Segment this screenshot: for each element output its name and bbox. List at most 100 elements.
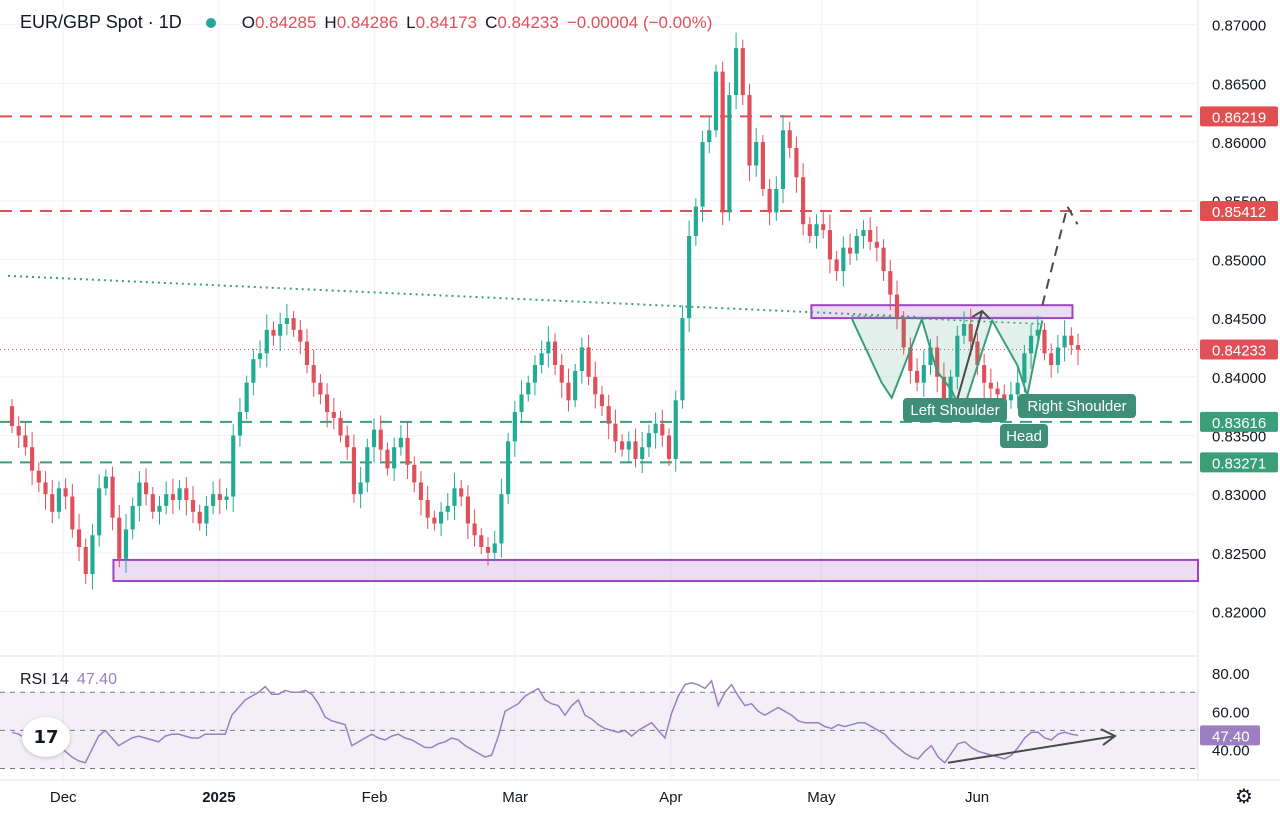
candle-body xyxy=(586,347,591,377)
candle-body xyxy=(928,347,933,366)
rsi-name[interactable]: RSI 14 xyxy=(20,671,69,688)
candle xyxy=(1015,367,1020,409)
candle-body xyxy=(519,394,524,413)
candle-body xyxy=(687,235,692,319)
time-tick-label: May xyxy=(807,789,836,806)
candle-body xyxy=(620,441,625,450)
candle xyxy=(170,478,175,515)
candle xyxy=(70,483,75,538)
candle xyxy=(150,487,155,519)
candle xyxy=(774,176,779,221)
candle xyxy=(197,504,202,531)
candle xyxy=(76,513,82,562)
candle-body xyxy=(774,188,779,213)
candle xyxy=(211,481,216,515)
candle xyxy=(157,496,162,525)
candle xyxy=(640,431,645,474)
candle xyxy=(331,397,336,430)
candle xyxy=(512,400,517,457)
rsi-tick-label: 40.00 xyxy=(1212,742,1250,759)
candle xyxy=(794,136,799,193)
tradingview-logo-icon[interactable]: 17 xyxy=(22,717,70,757)
candle xyxy=(103,469,108,496)
candle-body xyxy=(1028,335,1034,354)
candle-body xyxy=(298,329,303,342)
candle xyxy=(43,471,48,510)
candle xyxy=(425,485,430,529)
candle-body xyxy=(961,323,967,336)
candle xyxy=(371,418,377,463)
candle xyxy=(532,355,538,396)
candle-body xyxy=(733,48,739,96)
candle xyxy=(653,412,658,449)
candle-body xyxy=(405,437,410,465)
candle xyxy=(164,481,169,515)
candle xyxy=(935,336,940,393)
candle-body xyxy=(398,437,403,448)
candle-body xyxy=(834,259,839,272)
candle-body xyxy=(117,517,122,559)
candle xyxy=(1028,324,1034,369)
close-label: C xyxy=(485,12,498,32)
candle-body xyxy=(780,130,786,189)
price-tick-label: 0.85000 xyxy=(1212,252,1266,269)
head-arrow-tip xyxy=(971,309,991,320)
symbol-title[interactable]: EUR/GBP Spot · 1D xyxy=(20,12,182,32)
candle xyxy=(204,496,209,537)
candle-body xyxy=(1002,394,1007,401)
price-tick-label: 0.84500 xyxy=(1212,311,1266,328)
candle-body xyxy=(1069,335,1074,346)
price-tick-label: 0.82500 xyxy=(1212,546,1266,563)
candle-body xyxy=(351,447,357,495)
candle-body xyxy=(318,382,323,395)
candle xyxy=(579,337,584,384)
price-level-tag xyxy=(1200,201,1278,222)
candle xyxy=(700,130,705,223)
candle-body xyxy=(1022,353,1027,383)
candle-body xyxy=(358,482,363,495)
candle-body xyxy=(190,500,196,512)
candle xyxy=(754,127,759,177)
candle-body xyxy=(144,482,149,495)
gear-icon[interactable]: ⚙ xyxy=(1235,784,1253,808)
candle-body xyxy=(30,447,35,471)
grid xyxy=(0,0,1280,781)
candle-body xyxy=(546,341,551,354)
candle-body xyxy=(526,382,531,395)
candle xyxy=(1075,333,1081,366)
candle-body xyxy=(76,529,82,548)
candle-body xyxy=(184,488,189,501)
candle-body xyxy=(459,488,464,497)
candle-body xyxy=(425,500,430,518)
candle xyxy=(177,479,182,510)
candle-body xyxy=(445,505,450,512)
candle xyxy=(733,32,739,110)
candle-body xyxy=(532,365,538,383)
candle xyxy=(566,368,571,412)
candle-body xyxy=(439,511,444,524)
candle-body xyxy=(988,382,993,389)
candle xyxy=(378,415,383,461)
candle xyxy=(693,198,698,246)
candle-body xyxy=(36,470,41,483)
annotation-box xyxy=(1018,394,1136,418)
annotation-box xyxy=(1000,424,1048,448)
candle xyxy=(526,375,531,402)
candle xyxy=(30,431,35,485)
candle xyxy=(727,82,732,221)
candle-body xyxy=(506,441,511,495)
candle-body xyxy=(311,365,316,383)
time-tick-label: Jun xyxy=(965,789,989,806)
candle xyxy=(847,233,853,265)
candle xyxy=(908,337,913,384)
candle xyxy=(63,478,68,510)
candle-body xyxy=(97,488,102,536)
candle xyxy=(452,472,457,521)
candle xyxy=(841,236,846,287)
candle-body xyxy=(727,95,732,213)
candle xyxy=(760,134,765,197)
candle-body xyxy=(499,494,504,544)
candle-body xyxy=(123,529,129,559)
price-level-tag xyxy=(1200,452,1278,473)
